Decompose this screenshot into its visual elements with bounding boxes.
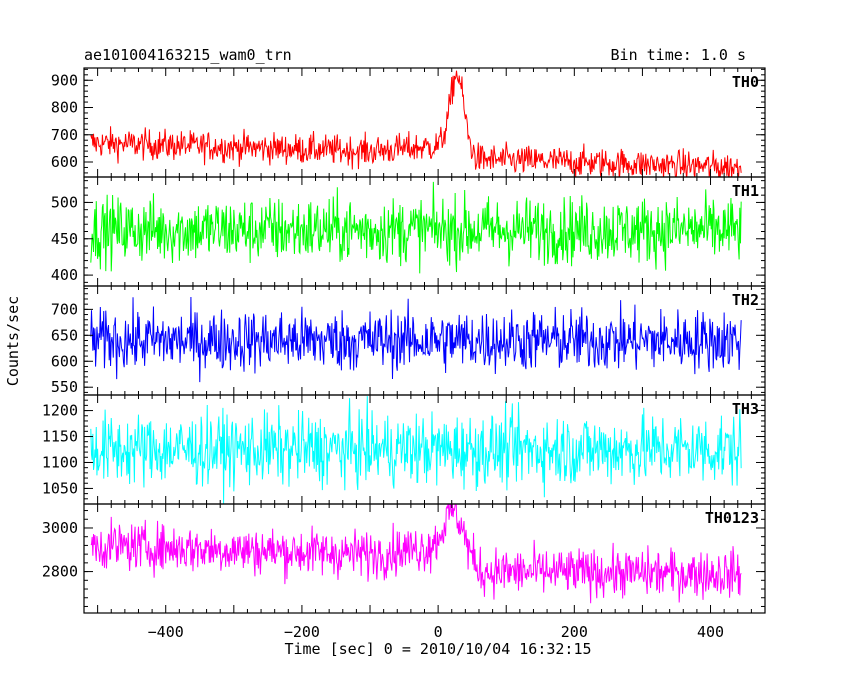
y-tick-label: 600 xyxy=(51,352,78,370)
y-tick-label: 550 xyxy=(51,378,78,396)
y-tick-label: 1150 xyxy=(42,428,78,446)
y-tick-label: 650 xyxy=(51,326,78,344)
y-tick-label: 2800 xyxy=(42,563,78,581)
x-tick-label: 0 xyxy=(434,623,443,641)
y-tick-label: 1050 xyxy=(42,479,78,497)
panel-label-th0123: TH0123 xyxy=(705,509,759,527)
y-tick-label: 450 xyxy=(51,230,78,248)
y-axis-label: Counts/sec xyxy=(4,296,22,386)
x-tick-label: 200 xyxy=(561,623,588,641)
panels-group: 600 700 800 900 TH0 400 450 500 TH1 550 600 650 700 T… xyxy=(42,67,766,641)
series-th1-line xyxy=(90,181,742,274)
panel-label-th1: TH1 xyxy=(732,182,759,200)
x-tick-label: −200 xyxy=(284,623,320,641)
panel-th3-frame xyxy=(83,394,766,505)
series-th0-line xyxy=(90,70,742,177)
panel-label-th2: TH2 xyxy=(732,291,759,309)
y-tick-label: 1100 xyxy=(42,453,78,471)
panel-label-th3: TH3 xyxy=(732,400,759,418)
y-tick-label: 400 xyxy=(51,266,78,284)
x-tick-label: 400 xyxy=(697,623,724,641)
bin-time-label: Bin time: 1.0 s xyxy=(611,46,746,64)
y-tick-label: 800 xyxy=(51,99,78,117)
y-tick-label: 900 xyxy=(51,71,78,89)
series-th0123-line xyxy=(90,504,742,604)
series-th2-line xyxy=(90,297,742,383)
y-tick-label: 3000 xyxy=(42,519,78,537)
y-tick-label: 600 xyxy=(51,153,78,171)
x-tick-label: −400 xyxy=(148,623,184,641)
y-tick-label: 700 xyxy=(51,300,78,318)
series-th3-line xyxy=(90,396,742,504)
chart-title: ae101004163215_wam0_trn xyxy=(84,46,292,64)
y-tick-label: 500 xyxy=(51,193,78,211)
y-tick-label: 1200 xyxy=(42,402,78,420)
panel-label-th0: TH0 xyxy=(732,73,759,91)
x-axis-label: Time [sec] 0 = 2010/10/04 16:32:15 xyxy=(284,640,591,658)
y-tick-label: 700 xyxy=(51,126,78,144)
